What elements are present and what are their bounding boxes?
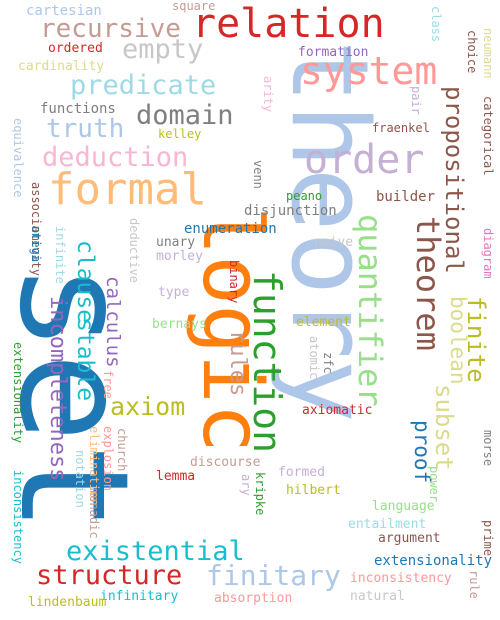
word-arity: arity xyxy=(261,76,275,113)
word-free: free xyxy=(101,370,115,399)
word-bernays: bernays xyxy=(152,317,207,332)
word-explosion: explosion xyxy=(101,426,115,492)
word-extensionality: extensionality xyxy=(11,342,25,444)
word-binary: binary xyxy=(227,260,241,304)
word-deductive: deductive xyxy=(127,218,141,284)
word-naive: naive xyxy=(314,235,354,250)
word-kelley: kelley xyxy=(158,127,202,141)
word-morse: morse xyxy=(481,430,495,467)
word-church: church xyxy=(115,428,129,472)
word-peano: peano xyxy=(286,189,323,203)
word-truth: truth xyxy=(46,114,125,144)
word-kripke: kripke xyxy=(253,472,267,516)
word-subset: subset xyxy=(430,384,458,471)
word-categorical: categorical xyxy=(481,96,495,176)
word-recursive: recursive xyxy=(40,14,181,44)
word-fraenkel: fraenkel xyxy=(372,121,430,135)
word-grothendieck: natural xyxy=(350,589,405,604)
word-ary: ary xyxy=(239,474,253,496)
word-calculus: calculus xyxy=(102,276,124,368)
word-inconsistency: inconsistency xyxy=(11,470,25,564)
word-power: power xyxy=(427,466,441,503)
word-cartesian: cartesian xyxy=(26,3,102,19)
word-predicate: predicate xyxy=(70,70,217,101)
word-builder: builder xyxy=(376,189,436,205)
word-incompleteness: incompleteness xyxy=(45,296,70,482)
word-axiomatic: axiomatic xyxy=(302,403,373,418)
word-lemma: lemma xyxy=(156,469,196,484)
word-clause: clause xyxy=(72,240,98,324)
word-stable: stable xyxy=(72,318,98,402)
word-existential: existential xyxy=(66,536,245,567)
word-relation: relation xyxy=(192,1,385,47)
word-functions: functions xyxy=(40,101,116,117)
word-zfc: zfc xyxy=(321,352,335,374)
word-structure: structure xyxy=(36,560,183,591)
word-language: language xyxy=(372,499,435,514)
word-element: element xyxy=(296,315,351,330)
word-arithmetic: absorption xyxy=(214,591,293,606)
word-venn: venn xyxy=(251,160,265,189)
word-formation: formation xyxy=(298,45,369,60)
word-boolean: boolean xyxy=(446,296,470,385)
word-equivalence: equivalence xyxy=(11,118,25,198)
word-natural: lindenbaum xyxy=(28,595,107,610)
word-deduction: deduction xyxy=(42,142,189,173)
word-function: function xyxy=(245,270,289,454)
word-square: square xyxy=(172,0,216,13)
word-atomic: atomic xyxy=(307,336,321,380)
word-order: order xyxy=(304,137,425,183)
word-omega: omega xyxy=(29,226,43,263)
word-prime: prime xyxy=(481,520,495,557)
word-cardinality: cardinality xyxy=(18,59,105,74)
word-finitary: finitary xyxy=(206,559,341,592)
word-lindenbaum: inconsistency xyxy=(350,571,452,586)
word-empty: empty xyxy=(122,34,204,65)
word-notation: notation xyxy=(73,450,87,508)
word-infinite: infinite xyxy=(53,226,67,284)
word-disjunction: disjunction xyxy=(244,203,337,219)
word-formed: formed xyxy=(278,465,325,480)
word-pair: pair xyxy=(409,86,423,115)
word-ordered: ordered xyxy=(48,41,103,56)
word-quantifier: quantifier xyxy=(351,214,389,407)
word-choice: choice xyxy=(465,30,479,74)
word-class: class xyxy=(429,6,443,43)
word-morley: morley xyxy=(156,249,203,264)
word-infinitary: extensionality xyxy=(374,553,493,569)
word-entailment: entailment xyxy=(348,517,427,532)
word-hilbert: hilbert xyxy=(286,483,341,498)
word-discourse: discourse xyxy=(190,455,261,470)
word-argument: argument xyxy=(378,531,441,546)
word-system: system xyxy=(300,49,438,93)
word-absorption: infinitary xyxy=(100,589,179,604)
word-propositional: propositional xyxy=(440,86,468,274)
word-formal: formal xyxy=(48,164,207,215)
word-monadic: monadic xyxy=(87,488,101,539)
word-neumann: neumann xyxy=(481,28,495,79)
word-type: type xyxy=(158,285,190,300)
word-rule: rule xyxy=(467,570,481,599)
word-enumeration: enumeration xyxy=(184,221,277,237)
word-rules: rules xyxy=(225,330,250,397)
word-diagram: diagram xyxy=(481,228,495,279)
word-domain: domain xyxy=(136,100,234,131)
word-unary: unary xyxy=(156,235,196,250)
word-axiom: axiom xyxy=(110,392,186,421)
